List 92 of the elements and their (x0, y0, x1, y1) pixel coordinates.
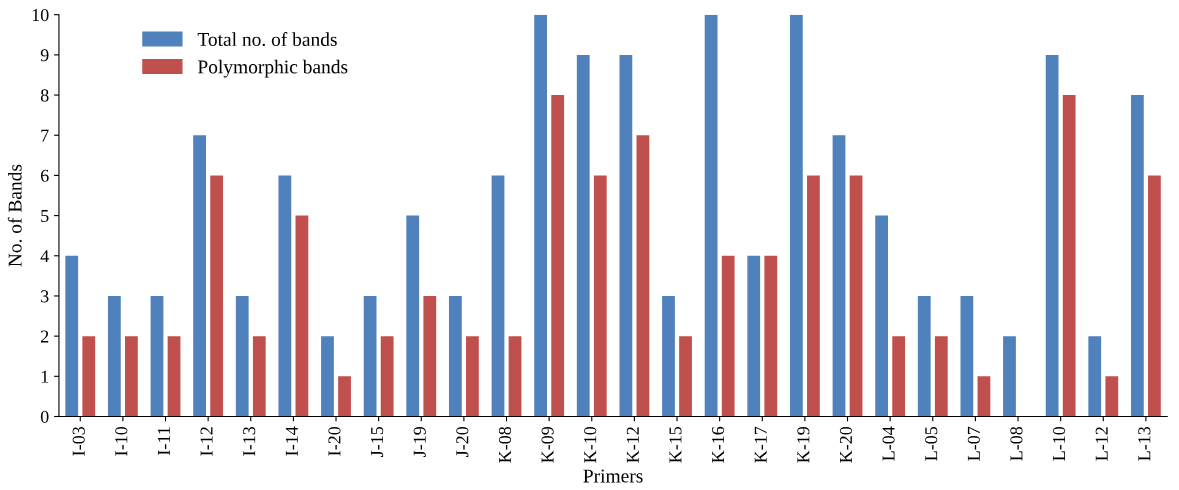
x-tick-label: L-10 (1052, 426, 1066, 461)
bar (1105, 376, 1119, 417)
x-tick-label: K-08 (498, 426, 512, 463)
x-tick-label: K-15 (669, 426, 682, 463)
x-tick-label: L-07 (967, 426, 980, 461)
x-tick-label: L-05 (925, 426, 938, 461)
legend-label: Polymorphic bands (197, 59, 348, 78)
x-tick-label: I-10 (115, 426, 128, 456)
bar (193, 135, 207, 417)
bar (1130, 95, 1144, 417)
bar (1045, 54, 1059, 417)
x-tick-label: J-20 (456, 426, 469, 457)
bar (252, 336, 266, 417)
bar (807, 175, 820, 417)
x-tick-label: I-13 (243, 426, 256, 456)
bar (338, 376, 351, 417)
bar (960, 295, 974, 417)
y-tick-label: 4 (40, 250, 49, 263)
x-tick-label: L-04 (882, 426, 895, 461)
x-tick-label: K-19 (797, 426, 810, 463)
x-tick-label: I-12 (200, 427, 213, 456)
bar (747, 255, 761, 417)
bar (423, 295, 437, 417)
x-tick-label: J-19 (413, 426, 426, 457)
y-tick-label: 8 (40, 89, 49, 102)
y-tick-label: 6 (40, 169, 49, 182)
bar (65, 255, 79, 417)
bar (107, 295, 121, 417)
bar (235, 295, 249, 417)
y-tick-label: 3 (41, 290, 49, 303)
x-tick-label: K-16 (712, 426, 725, 463)
y-tick-label: 10 (32, 8, 49, 22)
x-tick-label: K-09 (541, 426, 554, 463)
bar (321, 336, 334, 417)
x-tick-label: K-20 (839, 426, 853, 463)
bar (508, 336, 522, 417)
bar (636, 135, 650, 417)
x-tick-label: K-17 (754, 426, 767, 463)
bar (167, 336, 181, 417)
bar (875, 215, 889, 417)
bar (892, 336, 906, 417)
bar (593, 175, 607, 417)
y-tick-label: 5 (41, 210, 49, 223)
bar (704, 14, 718, 417)
bar (406, 215, 420, 417)
x-tick-label: K-10 (584, 426, 597, 463)
bar (619, 54, 633, 417)
bar (534, 14, 548, 417)
x-tick-label: L-13 (1138, 426, 1151, 461)
bar (448, 295, 462, 417)
x-tick-label: J-15 (371, 426, 384, 457)
y-axis-title: No. of Bands (7, 164, 22, 267)
x-tick-label: K-12 (626, 427, 639, 463)
bar (832, 135, 846, 417)
y-tick-label: 9 (40, 49, 49, 62)
x-tick-label: L-12 (1095, 427, 1108, 461)
bar (934, 336, 948, 417)
x-tick-label: I-20 (328, 426, 341, 456)
bar (82, 336, 96, 417)
bar (849, 175, 863, 417)
bar (977, 376, 991, 417)
bar (150, 295, 164, 417)
x-tick-label: I-11 (157, 427, 170, 455)
y-tick-label: 2 (40, 330, 49, 343)
bar (721, 255, 735, 417)
bar (662, 295, 675, 417)
bar (1003, 336, 1016, 417)
bar (789, 14, 803, 417)
bar (278, 175, 292, 417)
legend-label: Total no. of bands (197, 32, 337, 47)
bar (764, 255, 778, 417)
bar (917, 295, 931, 417)
y-tick-label: 0 (40, 410, 49, 423)
bar (125, 336, 138, 417)
bar (466, 336, 479, 417)
x-tick-label: L-08 (1010, 426, 1023, 461)
x-tick-label: I-03 (72, 426, 85, 456)
y-tick-label: 1 (41, 370, 49, 383)
bar (1148, 175, 1161, 417)
bar (295, 215, 309, 417)
bar (363, 295, 377, 417)
x-axis-title: Primers (583, 469, 643, 483)
bar (491, 175, 505, 417)
bar (1062, 95, 1076, 417)
bar (679, 336, 692, 417)
bar (551, 95, 565, 417)
bar (576, 54, 590, 417)
bar (1088, 336, 1102, 417)
bar (380, 336, 394, 417)
bar (210, 175, 224, 417)
x-tick-label: I-14 (285, 426, 298, 456)
y-tick-label: 7 (41, 129, 49, 142)
